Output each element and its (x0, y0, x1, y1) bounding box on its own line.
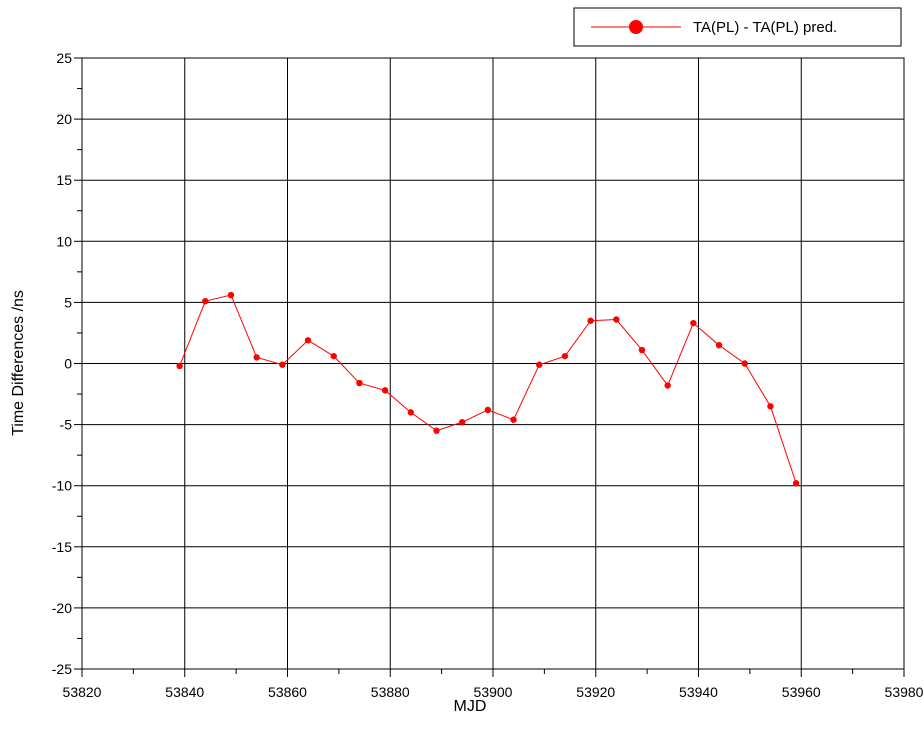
y-tick-label: -10 (52, 478, 72, 494)
data-point (664, 382, 671, 389)
y-tick-label: -20 (52, 600, 72, 616)
x-tick-label: 53860 (268, 684, 307, 700)
data-point (561, 352, 569, 360)
y-tick-label: -15 (52, 539, 72, 555)
x-tick-label: 53820 (63, 684, 102, 700)
data-point (330, 352, 337, 360)
data-point (715, 341, 723, 349)
y-tick-label: 10 (56, 233, 72, 249)
data-point (433, 427, 440, 434)
x-tick-label: 53900 (474, 684, 513, 700)
data-point (304, 337, 312, 344)
y-axis-title: Time Differences /ns (10, 290, 27, 436)
x-tick-label: 53880 (371, 684, 410, 700)
x-axis-tick-labels: 53820 53840 53860 53880 53900 53920 53940 53960… (63, 684, 924, 700)
data-point (279, 361, 286, 368)
grid (81, 57, 905, 670)
legend-marker-swatch (629, 20, 643, 34)
data-point (202, 297, 209, 305)
series-layer (176, 291, 800, 487)
data-point (792, 480, 800, 487)
data-point (613, 316, 620, 323)
series-line (179, 294, 797, 484)
data-point (536, 361, 543, 368)
data-point (381, 387, 389, 394)
data-point (741, 360, 748, 367)
data-point (767, 403, 774, 410)
data-point (484, 406, 492, 414)
y-axis-tick-labels: -25 -20 -15 -10 -5 0 5 10 15 20 25 (52, 50, 72, 677)
data-point (510, 416, 517, 423)
x-tick-label: 53840 (165, 684, 204, 700)
data-point (690, 319, 697, 327)
y-tick-label: 0 (64, 356, 72, 372)
data-point (458, 418, 466, 426)
legend: TA(PL) - TA(PL) pred. (573, 7, 902, 47)
x-tick-label: 53920 (576, 684, 615, 700)
y-tick-label: 20 (56, 111, 72, 127)
x-tick-label: 53960 (782, 684, 821, 700)
data-point (587, 317, 594, 324)
axis-ticks (74, 57, 905, 677)
data-point (227, 291, 235, 299)
y-tick-label: -25 (52, 661, 72, 677)
y-tick-label: 5 (64, 294, 72, 310)
data-point (176, 362, 183, 370)
data-point (253, 354, 260, 361)
x-tick-label: 53940 (679, 684, 718, 700)
y-tick-label: 25 (56, 50, 72, 66)
y-tick-label: -5 (60, 417, 73, 433)
data-point (407, 409, 414, 416)
x-tick-label: 53980 (885, 684, 924, 700)
data-point (356, 379, 363, 387)
legend-label: TA(PL) - TA(PL) pred. (693, 19, 837, 36)
y-tick-label: 15 (56, 172, 72, 188)
data-point (638, 346, 646, 354)
x-axis-title: MJD (454, 698, 487, 715)
